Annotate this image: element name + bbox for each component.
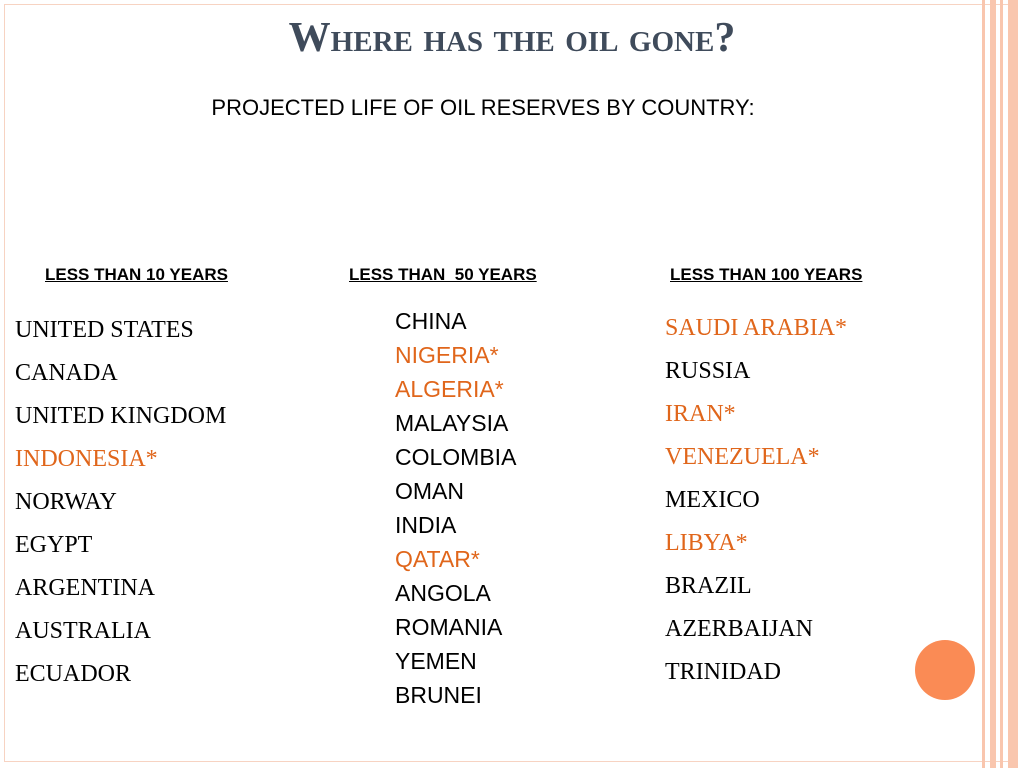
column-header: LESS THAN 50 YEARS <box>349 265 537 284</box>
country: ROMANIA <box>395 614 503 640</box>
country: IRAN* <box>665 401 736 427</box>
country: COLOMBIA <box>395 444 517 470</box>
country: AUSTRALIA <box>15 618 151 644</box>
country: LIBYA* <box>665 530 748 556</box>
stripe <box>982 0 985 768</box>
country: ARGENTINA <box>15 575 155 601</box>
country: CANADA <box>15 360 118 386</box>
country: CHINA <box>395 308 467 334</box>
stripe <box>1000 0 1003 768</box>
country: ALGERIA* <box>395 376 504 402</box>
country: NORWAY <box>15 489 117 515</box>
title: Where has the oil gone? <box>288 15 736 61</box>
country: EGYPT <box>15 532 93 558</box>
country: INDIA <box>395 512 457 538</box>
country: ECUADOR <box>15 661 132 687</box>
country: ANGOLA <box>395 580 491 606</box>
column-header: LESS THAN 100 YEARS <box>670 265 863 284</box>
country: UNITED STATES <box>15 317 194 343</box>
country: QATAR* <box>395 546 480 572</box>
country: VENEZUELA* <box>665 444 820 470</box>
country: UNITED KINGDOM <box>15 403 227 429</box>
country: BRAZIL <box>665 573 752 599</box>
country: MALAYSIA <box>395 410 509 436</box>
stripe <box>990 0 996 768</box>
stripe <box>1008 0 1018 768</box>
country: NIGERIA* <box>395 342 499 368</box>
country: BRUNEI <box>395 682 482 708</box>
country: INDONESIA* <box>15 446 158 472</box>
country: AZERBAIJAN <box>665 616 813 642</box>
country: YEMEN <box>395 648 477 674</box>
country: OMAN <box>395 478 464 504</box>
country: SAUDI ARABIA* <box>665 315 848 341</box>
column-header: LESS THAN 10 YEARS <box>45 265 228 284</box>
country: MEXICO <box>665 487 760 513</box>
decor-circle <box>915 640 975 700</box>
subtitle: PROJECTED LIFE OF OIL RESERVES BY COUNTR… <box>211 95 755 120</box>
country: RUSSIA <box>665 358 751 384</box>
country: TRINIDAD <box>665 659 781 685</box>
